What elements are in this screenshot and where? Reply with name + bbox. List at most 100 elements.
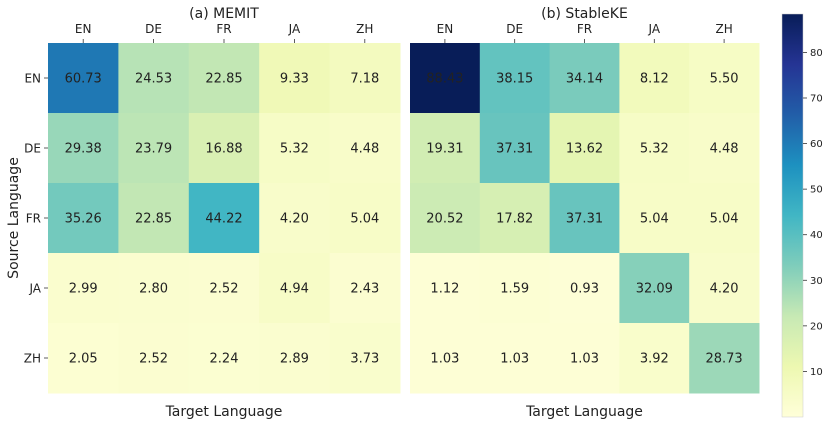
- cell-value-label: 37.31: [496, 142, 533, 157]
- heatmap-cell: [118, 253, 190, 324]
- heatmap-cell: [549, 183, 620, 254]
- heatmap-cell: [619, 43, 690, 114]
- y-axis-label: Source Language: [6, 157, 22, 279]
- cell-value-label: 2.43: [350, 282, 379, 297]
- cell-value-label: 2.89: [280, 352, 309, 367]
- heatmap-cell: [689, 183, 760, 254]
- cell-value-label: 29.38: [65, 142, 102, 157]
- cell-value-label: 13.62: [566, 142, 603, 157]
- cell-value-label: 32.09: [636, 282, 673, 297]
- heatmap-cell: [689, 43, 760, 114]
- panel-title: (a) MEMIT: [189, 6, 259, 22]
- y-tick-label: DE: [24, 142, 41, 156]
- cell-value-label: 4.20: [710, 282, 739, 297]
- y-tick-label: ZH: [24, 352, 41, 366]
- cell-value-label: 19.31: [426, 142, 463, 157]
- cell-value-label: 3.73: [350, 352, 379, 367]
- cell-value-label: 2.99: [69, 282, 98, 297]
- cell-value-label: 2.24: [210, 352, 239, 367]
- colorbar-tick-label: 40: [810, 230, 823, 241]
- cell-value-label: 5.50: [710, 72, 739, 87]
- heatmap-cell: [48, 43, 119, 114]
- heatmap-cell: [619, 323, 690, 394]
- heatmap-cell: [410, 43, 481, 114]
- heatmap-cell: [329, 323, 401, 394]
- cell-value-label: 4.48: [350, 142, 379, 157]
- x-tick-label: JA: [648, 22, 661, 36]
- cell-value-label: 44.22: [205, 212, 242, 227]
- cell-value-label: 4.94: [280, 282, 309, 297]
- cell-value-label: 2.52: [210, 282, 239, 297]
- heatmap-cell: [410, 113, 481, 184]
- heatmap-cell: [689, 113, 760, 184]
- cell-value-label: 35.26: [65, 212, 102, 227]
- cell-value-label: 28.73: [705, 352, 742, 367]
- heatmap-cell: [188, 183, 260, 254]
- cell-value-label: 20.52: [426, 212, 463, 227]
- heatmap-cell: [259, 43, 331, 114]
- cell-value-label: 34.14: [566, 72, 603, 87]
- heatmap-panel-2: 88.43 38.15 34.14 8.12 5.50 19.31 37.31 13.62 5.…: [410, 6, 760, 420]
- heatmap-cell: [410, 183, 481, 254]
- cell-value-label: 60.73: [65, 72, 102, 87]
- cell-value-label: 4.20: [280, 212, 309, 227]
- heatmap-cell: [48, 113, 119, 184]
- heatmap-panels: 60.73 24.53 22.85 9.33 7.18 29.38 23.79 16.88 5.…: [6, 6, 760, 420]
- heatmap-cell: [619, 183, 690, 254]
- heatmap-cell: [479, 113, 551, 184]
- colorbar: 10 20 30 40 50 60 70 80: [781, 13, 823, 418]
- heatmap-cell: [479, 253, 551, 324]
- heatmap-cell: [479, 183, 551, 254]
- x-tick-label: ZH: [356, 22, 373, 36]
- heatmap-cell: [188, 323, 260, 394]
- colorbar-gradient: [781, 13, 804, 418]
- cell-value-label: 5.04: [350, 212, 379, 227]
- colorbar-tick-label: 70: [810, 93, 823, 104]
- heatmap-cell: [259, 183, 331, 254]
- colorbar-tick-label: 20: [810, 321, 823, 332]
- x-tick-label: FR: [216, 22, 231, 36]
- cell-value-label: 2.52: [139, 352, 168, 367]
- cell-value-label: 1.03: [500, 352, 529, 367]
- heatmap-cell: [118, 43, 190, 114]
- heatmap-cell: [549, 113, 620, 184]
- colorbar-tick-label: 80: [810, 48, 823, 59]
- x-tick-label: DE: [145, 22, 162, 36]
- heatmap-cell: [48, 253, 119, 324]
- y-tick-label: EN: [24, 72, 41, 86]
- heatmap-cell: [188, 43, 260, 114]
- heatmap-cell: [549, 253, 620, 324]
- cell-value-label: 1.12: [430, 282, 459, 297]
- cell-value-label: 1.59: [500, 282, 529, 297]
- heatmap-cell: [689, 253, 760, 324]
- heatmap-cell: [479, 43, 551, 114]
- cell-value-label: 4.48: [710, 142, 739, 157]
- cell-value-label: 5.32: [640, 142, 669, 157]
- heatmap-cell: [259, 323, 331, 394]
- cell-value-label: 8.12: [640, 72, 669, 87]
- heatmap-cell: [329, 183, 401, 254]
- cell-value-label: 2.80: [139, 282, 168, 297]
- colorbar-tick-label: 60: [810, 139, 823, 150]
- cell-value-label: 1.03: [570, 352, 599, 367]
- cell-value-label: 22.85: [205, 72, 242, 87]
- cell-value-label: 3.92: [640, 352, 669, 367]
- cell-value-label: 2.05: [69, 352, 98, 367]
- cell-value-label: 37.31: [566, 212, 603, 227]
- heatmap-cell: [410, 253, 481, 324]
- cell-value-label: 0.93: [570, 282, 599, 297]
- cell-value-label: 7.18: [350, 72, 379, 87]
- cell-value-label: 1.03: [430, 352, 459, 367]
- x-tick-label: ZH: [715, 22, 732, 36]
- x-tick-label: JA: [288, 22, 301, 36]
- heatmap-cell: [259, 113, 331, 184]
- heatmap-cell: [259, 253, 331, 324]
- cell-value-label: 23.79: [135, 142, 172, 157]
- x-axis-label: Target Language: [165, 404, 283, 420]
- heatmap-cell: [619, 253, 690, 324]
- colorbar-tick-label: 50: [810, 185, 823, 196]
- cell-value-label: 22.85: [135, 212, 172, 227]
- x-axis-label: Target Language: [525, 404, 643, 420]
- panel-title: (b) StableKE: [541, 6, 628, 22]
